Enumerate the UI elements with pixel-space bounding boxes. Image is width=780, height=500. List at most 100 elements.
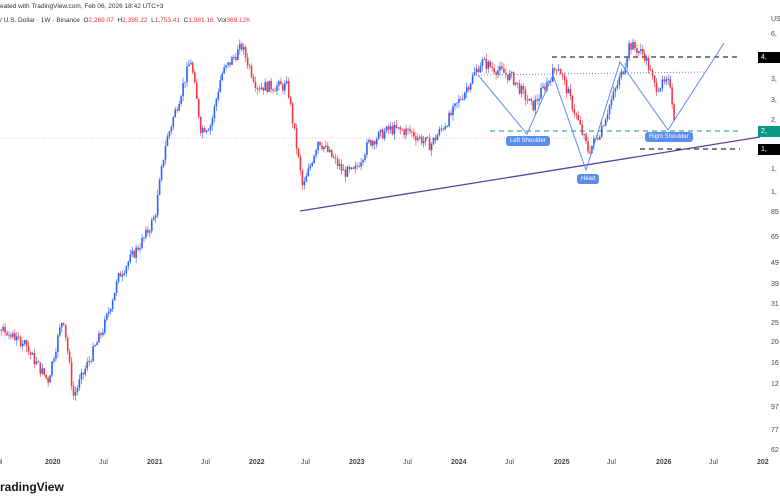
candle [587, 141, 589, 152]
candle [505, 73, 507, 75]
candle [620, 71, 623, 78]
candle [561, 74, 564, 76]
candle [626, 58, 628, 68]
candle [129, 254, 132, 262]
candle [139, 248, 141, 250]
time-tick: Jul [505, 459, 514, 466]
candle [211, 118, 214, 126]
price-tick: 12 [771, 381, 779, 388]
candle [510, 72, 513, 74]
candle [29, 351, 32, 355]
candle [168, 131, 171, 137]
candle [548, 80, 550, 83]
candle [274, 90, 276, 92]
candle [51, 361, 53, 376]
candle [68, 351, 71, 362]
candle [342, 169, 345, 171]
candle [8, 334, 10, 336]
candle [332, 157, 335, 158]
candle [387, 126, 390, 130]
candle [520, 86, 523, 94]
candle [334, 157, 337, 159]
candle [446, 126, 448, 127]
candle [432, 137, 435, 144]
candle [33, 352, 36, 365]
candle [602, 125, 605, 127]
candle [215, 99, 218, 107]
candle [17, 336, 20, 338]
candle [152, 217, 155, 221]
candle [393, 124, 396, 135]
candle [84, 368, 87, 375]
candle [448, 112, 450, 127]
candle [217, 91, 220, 100]
candle [27, 346, 30, 352]
candle [299, 156, 302, 171]
candle [323, 146, 325, 149]
candle [585, 134, 587, 142]
candle [70, 361, 73, 387]
candle [195, 82, 198, 99]
candle [282, 84, 284, 91]
candle [475, 68, 478, 73]
candle [610, 99, 613, 106]
candle [237, 49, 239, 60]
candle [82, 372, 85, 375]
candle [276, 85, 278, 91]
candle [59, 327, 61, 336]
candle [426, 137, 429, 139]
candle [524, 89, 527, 100]
candle [544, 86, 546, 91]
price-tick: 20 [771, 339, 779, 346]
candle [370, 139, 372, 146]
open-value: 2,269.07 [88, 17, 114, 24]
candle [411, 131, 413, 133]
candle [158, 180, 161, 195]
candle [653, 76, 656, 83]
candle [673, 104, 675, 121]
candle [516, 82, 519, 84]
candle [49, 375, 51, 383]
price-tick: 77 [771, 427, 779, 434]
candle [563, 75, 566, 80]
candle [80, 372, 83, 380]
candle [74, 391, 77, 396]
candle [375, 139, 378, 145]
price-tick: US [771, 16, 780, 23]
candle [336, 158, 339, 166]
candle [260, 87, 263, 90]
candle [166, 136, 169, 146]
candle [221, 73, 224, 81]
candle [203, 127, 206, 133]
candle [671, 87, 673, 105]
candle [606, 114, 609, 120]
candle [147, 229, 149, 233]
candle [12, 333, 14, 337]
candle [2, 326, 4, 331]
candle [31, 352, 34, 355]
price-tick: 49 [771, 260, 779, 267]
candle [272, 89, 274, 91]
candle [409, 129, 411, 132]
candle [497, 70, 499, 75]
time-tick: Jul [607, 459, 616, 466]
current-price-tag: 2, [758, 126, 780, 137]
candle [258, 89, 261, 90]
candle [657, 90, 660, 92]
candle [638, 50, 640, 53]
head-label: Head [577, 174, 600, 184]
tradingview-logo: radingView [0, 480, 64, 494]
price-tick: 65 [771, 234, 779, 241]
candle [172, 117, 175, 127]
candle [573, 109, 576, 114]
candle [305, 176, 308, 182]
candle [313, 155, 315, 164]
candle [119, 273, 122, 277]
candle [301, 170, 304, 186]
candle [456, 102, 458, 104]
candle [532, 100, 535, 111]
candle [86, 362, 89, 369]
candle [39, 362, 42, 374]
candle [381, 129, 384, 139]
